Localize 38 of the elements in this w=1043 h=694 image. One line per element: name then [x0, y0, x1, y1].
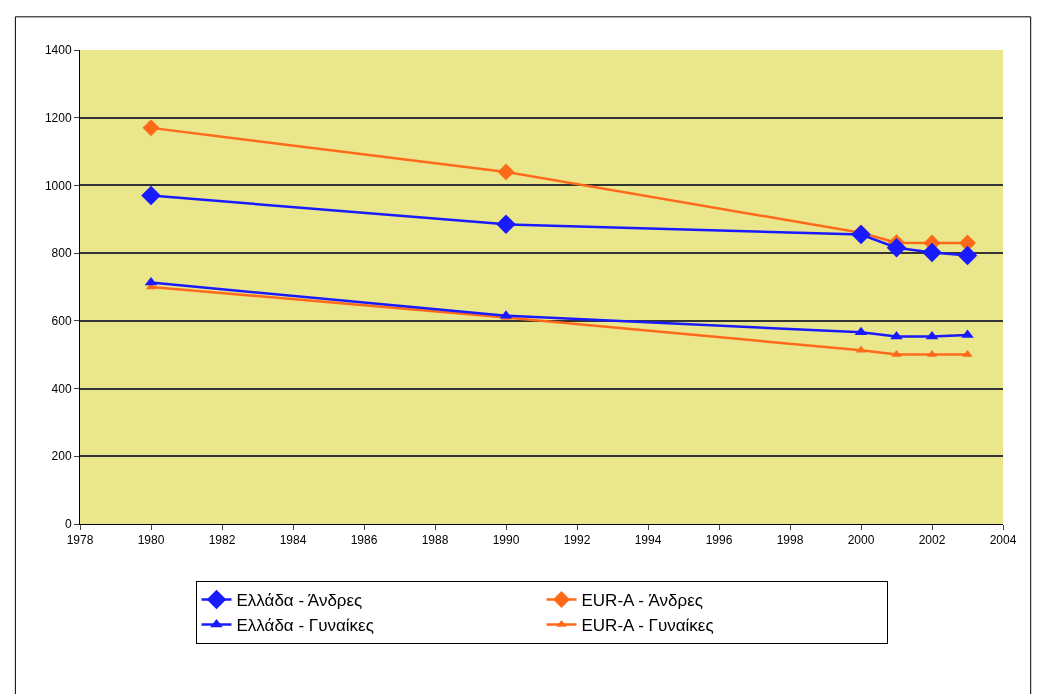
point — [962, 349, 973, 357]
x-tick-label: 1998 — [776, 533, 804, 548]
point — [141, 185, 161, 206]
y-tick-label: 1200 — [44, 110, 72, 125]
legend-label: Ελλάδα - Άνδρες — [236, 591, 363, 611]
point — [496, 214, 516, 235]
x-tick-label: 2002 — [918, 533, 946, 548]
y-tick-label: 1000 — [44, 178, 72, 193]
point — [957, 245, 978, 266]
y-tick-label: 200 — [51, 449, 72, 464]
x-tick-label: 1986 — [350, 533, 378, 548]
point — [891, 349, 902, 357]
y-tick-label: 1400 — [44, 43, 72, 58]
x-tick-label: 1980 — [137, 533, 165, 548]
x-tick-label: 1994 — [634, 533, 662, 548]
x-tick-label: 1988 — [421, 533, 449, 548]
point — [497, 163, 515, 181]
point — [854, 326, 868, 336]
x-tick-label: 1996 — [705, 533, 733, 548]
point — [890, 330, 903, 340]
point — [922, 242, 942, 263]
x-tick-label: 1982 — [208, 533, 236, 548]
point — [886, 237, 907, 258]
x-tick-label: 1978 — [66, 533, 94, 548]
x-tick-label: 2000 — [847, 533, 875, 548]
y-tick-label: 800 — [51, 246, 72, 261]
y-tick-label: 400 — [51, 381, 72, 396]
legend-label: EUR-A - Γυναίκες — [581, 616, 714, 636]
x-tick-label: 1984 — [279, 533, 307, 548]
legend-label: Ελλάδα - Γυναίκες — [236, 616, 374, 636]
legend-label: EUR-A - Άνδρες — [581, 591, 704, 611]
y-tick-label: 600 — [51, 314, 72, 329]
point — [142, 119, 160, 137]
x-tick-label: 2004 — [989, 533, 1017, 548]
y-tick-label: 0 — [64, 517, 72, 532]
x-tick-label: 1992 — [563, 533, 591, 548]
point — [925, 330, 939, 340]
x-tick-label: 1990 — [492, 533, 520, 548]
